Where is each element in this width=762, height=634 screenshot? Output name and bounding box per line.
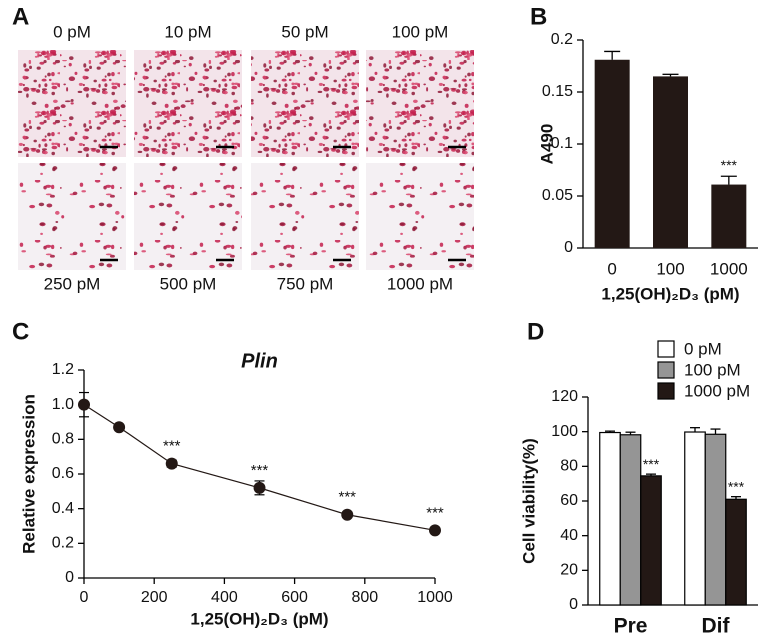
y-tick-label: 1.0 [52,396,74,413]
chart-title: Plin [241,350,278,372]
x-tick-label: 0 [80,589,89,606]
y-axis-title: Relative expression [19,394,38,554]
micrograph [134,163,242,270]
significance: *** [163,438,181,455]
y-axis-title: A490 [537,124,556,165]
bar [640,475,662,606]
point [113,421,126,434]
micrograph [18,163,126,270]
image-label: 250 pM [44,274,101,293]
significance: *** [721,157,738,173]
bar [684,431,706,606]
micrograph [18,50,126,157]
y-tick-label: 0 [65,569,74,586]
panel-letter: D [527,318,544,345]
legend-label: 100 pM [684,360,741,379]
micrograph [366,163,474,270]
x-tick-label: 400 [211,589,238,606]
image-label: 10 pM [164,22,211,41]
x-tick-label: 800 [351,589,378,606]
point [429,524,441,537]
y-tick-label: 0.15 [542,83,573,100]
y-tick-label: 0.1 [551,135,573,152]
significance: *** [728,478,745,494]
micrograph [251,50,359,157]
y-tick-label: 80 [560,458,578,475]
y-tick-label: 0.05 [542,187,573,204]
point [341,508,354,521]
bar [725,498,747,606]
point [253,481,266,494]
y-tick-label: 0 [569,596,578,613]
bar [711,184,747,248]
y-tick-label: 0.2 [551,31,573,48]
point [165,457,178,470]
y-axis-title: Cell viability(%) [519,438,538,564]
significance: *** [251,462,269,479]
y-tick-label: 40 [560,527,578,544]
image-label: 500 pM [160,274,217,293]
x-tick-label: 600 [281,589,308,606]
y-tick-label: 0.8 [52,431,74,448]
legend-swatch [657,340,675,358]
y-tick-label: 60 [560,492,578,509]
significance: *** [338,489,356,506]
y-tick-label: 0 [564,239,573,256]
y-tick-label: 0.2 [52,535,74,552]
micrograph [251,163,359,270]
panel-letter: A [12,3,29,30]
image-label: 0 pM [53,22,91,41]
y-tick-label: 0.6 [52,465,74,482]
legend-label: 1000 pM [684,381,750,400]
image-label: 1000 pM [387,274,453,293]
significance: *** [426,504,444,521]
x-tick-label: Pre [614,615,648,634]
y-tick-label: 1.2 [52,361,74,378]
y-tick-label: 20 [560,562,578,579]
bar [599,431,621,606]
x-tick-label: 100 [656,259,684,278]
bar [704,433,727,606]
x-tick-label: 200 [141,589,168,606]
x-tick-label: 0 [607,259,616,278]
legend-swatch [657,382,675,400]
micrograph [366,50,474,157]
y-tick-label: 100 [551,423,578,440]
panel-letter: C [12,318,29,345]
x-axis-title: 1,25(OH)₂D₃ (pM) [601,284,739,303]
point [78,398,90,411]
image-label: 100 pM [392,22,449,41]
micrograph [134,50,242,157]
bar [653,76,688,249]
x-tick-label: 1000 [710,259,748,278]
bar [619,434,642,606]
bar [594,59,630,249]
y-tick-label: 120 [551,388,578,405]
significance: *** [643,456,660,472]
image-label: 750 pM [277,274,334,293]
line [83,404,436,531]
legend-swatch [657,361,675,379]
image-label: 50 pM [281,22,328,41]
x-tick-label: Dif [702,615,731,634]
y-tick-label: 0.4 [52,500,74,517]
legend-label: 0 pM [684,339,722,358]
x-axis-title: 1,25(OH)₂D₃ (pM) [190,609,328,628]
panel-letter: B [530,3,547,30]
x-tick-label: 1000 [417,589,453,606]
